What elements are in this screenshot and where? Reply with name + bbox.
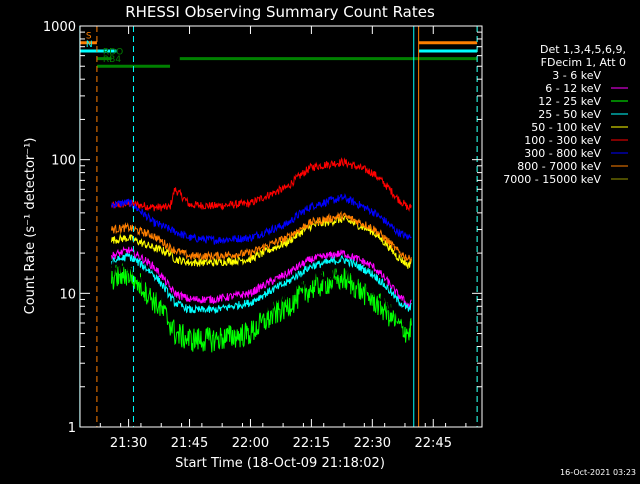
flag-label-s: S [86, 32, 92, 42]
flag-label-rb4: RB4 [103, 55, 121, 65]
x-tick-label-5: 22:45 [415, 436, 452, 451]
series-line-300-800-kev [111, 192, 412, 245]
chart-title: RHESSI Observing Summary Count Rates [125, 3, 435, 21]
x-tick-label-0: 21:30 [110, 436, 147, 451]
legend-label-100-300-kev: 100 - 300 keV [524, 134, 601, 147]
legend-header-line-1: Det 1,3,4,5,6,9, [540, 43, 626, 56]
data-layer [111, 157, 412, 353]
x-tick-label-3: 22:15 [293, 436, 330, 451]
series-line-25-50-kev [111, 252, 412, 314]
legend-label-12-25-kev: 12 - 25 keV [538, 95, 601, 108]
y-tick-label-3: 1000 [43, 20, 76, 35]
legend-label-3-6-kev: 3 - 6 keV [552, 69, 601, 82]
y-tick-label-0: 1 [68, 421, 76, 436]
legend-label-300-800-kev: 300 - 800 keV [524, 147, 601, 160]
legend-label-50-100-kev: 50 - 100 keV [531, 121, 601, 134]
y-tick-label-2: 100 [51, 154, 76, 169]
x-axis-label: Start Time (18-Oct-09 21:18:02) [175, 456, 385, 471]
axes-frame [79, 25, 483, 428]
tick-layer: 21:30 21:45 22:00 22:15 22:30 22:45 1 10 100 1000 [43, 20, 482, 451]
y-axis-label: Count Rate (s⁻¹ detector⁻¹) [23, 138, 38, 315]
legend-header-line-2: FDecim 1, Att 0 [541, 56, 626, 69]
x-tick-label-4: 22:30 [354, 436, 391, 451]
flag-label-n: N [86, 40, 93, 50]
legend-label-7000-15000-kev: 7000 - 15000 keV [503, 173, 601, 186]
flag-label-rdo: RDO [103, 48, 123, 58]
legend-label-25-50-kev: 25 - 50 keV [538, 108, 601, 121]
timestamp: 16-Oct-2021 03:23 [560, 468, 636, 477]
x-tick-label-2: 22:00 [232, 436, 269, 451]
legend-label-800-7000-kev: 800 - 7000 keV [517, 160, 601, 173]
y-tick-label-1: 10 [59, 287, 76, 302]
series-line-3-6-kev [111, 258, 412, 329]
series-line-800-7000-kev [111, 210, 412, 264]
series-line-100-300-kev [111, 157, 412, 212]
legend: Det 1,3,4,5,6,9, FDecim 1, Att 0 3 - 6 k… [503, 43, 628, 186]
series-line-6-12-kev [111, 246, 412, 309]
legend-label-6-12-kev: 6 - 12 keV [545, 82, 601, 95]
x-tick-label-1: 21:45 [171, 436, 208, 451]
